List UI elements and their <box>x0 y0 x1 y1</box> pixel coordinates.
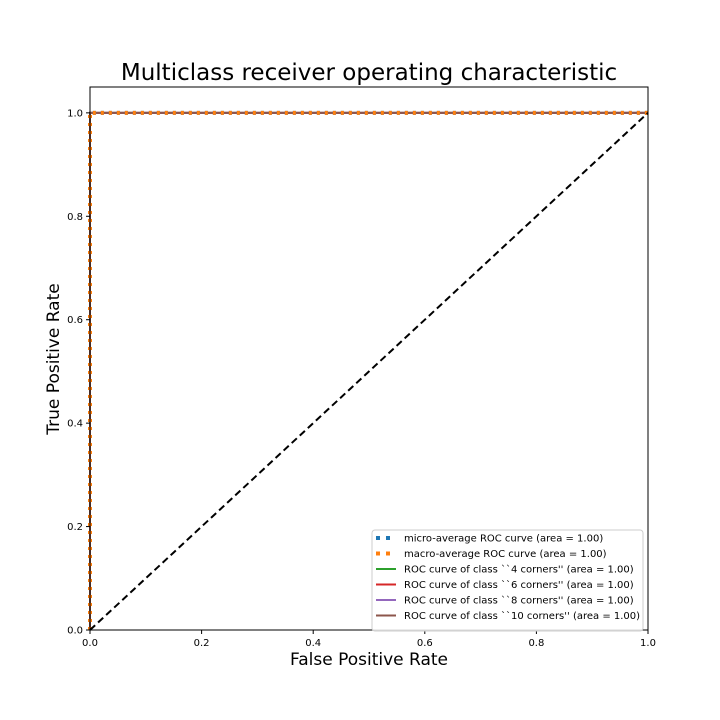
x-tick-label: 0.6 <box>417 638 433 649</box>
legend-label-2: ROC curve of class ``4 corners'' (area =… <box>404 564 634 576</box>
x-tick-label: 0.8 <box>528 638 544 649</box>
legend-label-3: ROC curve of class ``6 corners'' (area =… <box>404 579 634 591</box>
y-tick-label: 0.0 <box>67 626 83 637</box>
x-tick-label: 0.4 <box>305 638 321 649</box>
series-line-1 <box>88 110 648 630</box>
x-axis-label: False Positive Rate <box>290 650 448 670</box>
x-tick-label: 0.0 <box>82 638 98 649</box>
legend-label-1: macro-average ROC curve (area = 1.00) <box>404 549 607 560</box>
y-tick-label: 1.0 <box>67 108 83 119</box>
y-tick-label: 0.8 <box>67 212 83 223</box>
legend-frame <box>371 529 644 632</box>
plot-frame <box>89 86 649 631</box>
y-axis-label: True Positive Rate <box>44 283 64 435</box>
chance-reference-line <box>89 112 649 631</box>
chart-title: Multiclass receiver operating characteri… <box>121 60 617 86</box>
legend-label-0: micro-average ROC curve (area = 1.00) <box>404 534 603 545</box>
y-tick-label: 0.2 <box>67 522 83 533</box>
y-tick-label: 0.6 <box>67 315 83 326</box>
x-tick-label: 0.2 <box>194 638 210 649</box>
y-tick-label: 0.4 <box>67 419 83 430</box>
legend: micro-average ROC curve (area = 1.00) mac… <box>371 529 644 632</box>
x-tick-label: 1.0 <box>640 638 656 649</box>
legend-label-4: ROC curve of class ``8 corners'' (area =… <box>404 595 634 607</box>
legend-label-5: ROC curve of class ``10 corners'' (area … <box>404 610 640 622</box>
